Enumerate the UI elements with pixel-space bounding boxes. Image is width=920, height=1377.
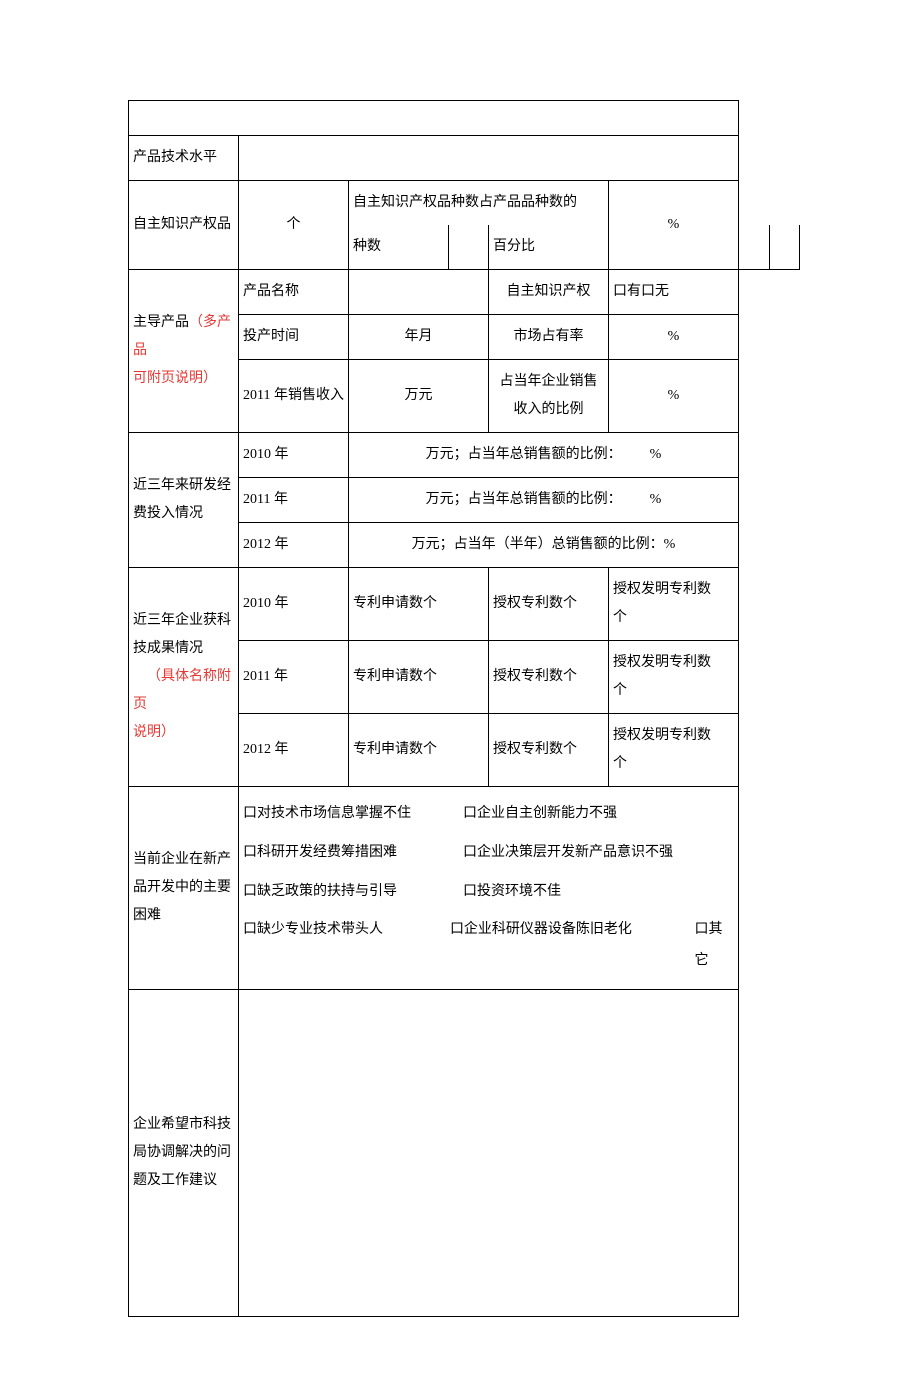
launch-value[interactable]: 年月: [349, 315, 489, 360]
tech-level-label: 产品技术水平: [129, 136, 239, 181]
ip-count-value[interactable]: 个: [239, 181, 349, 270]
form-table: 产品技术水平 自主知识产权品 个 自主知识产权品种数占产品品种数的 % 种数 百…: [128, 100, 800, 1317]
page-container: 产品技术水平 自主知识产权品 个 自主知识产权品种数占产品品种数的 % 种数 百…: [0, 0, 920, 1377]
main-product-label-2-red: 可附页说明）: [133, 371, 217, 386]
ip-ratio-label-1: 自主知识产权品种数占产品品种数的: [349, 181, 609, 226]
difficulties-label-3: 困难: [133, 908, 161, 923]
ach-2010-grant[interactable]: 授权专利数个: [489, 568, 609, 641]
rd-2012-value[interactable]: 万元；占当年（半年）总销售额的比例：%: [349, 523, 739, 568]
difficulty-opt-5[interactable]: 口缺乏政策的扶持与引导: [243, 877, 463, 908]
difficulty-opt-9[interactable]: 口其它: [695, 915, 735, 977]
difficulty-opt-3[interactable]: 口科研开发经费筹措困难: [243, 838, 463, 869]
ip-count-label-1: 自主知识产权品: [129, 181, 239, 270]
difficulty-opt-2[interactable]: 口企业自主创新能力不强: [463, 799, 723, 830]
market-label: 市场占有率: [489, 315, 609, 360]
main-product-label: 主导产品（多产品 可附页说明）: [129, 270, 239, 433]
market-value[interactable]: %: [609, 315, 739, 360]
ip-ratio-label-2: 百分比: [489, 225, 770, 270]
sales-label: 2011 年销售收入: [239, 360, 349, 433]
achievements-label-3-red: （具体名称附页: [133, 669, 231, 712]
ip-count-label-2: 种数: [349, 225, 449, 270]
ach-2011-apply[interactable]: 专利申请数个: [349, 641, 489, 714]
achievements-label-2: 技成果情况: [133, 641, 203, 656]
rd-2012-label: 2012 年: [239, 523, 349, 568]
sales-ratio-label-1: 占当年企业销售: [500, 374, 598, 389]
ach-2010-apply[interactable]: 专利申请数个: [349, 568, 489, 641]
ach-2011-label: 2011 年: [239, 641, 349, 714]
ach-2012-invent[interactable]: 授权发明专利数 个: [609, 714, 739, 787]
ach-2011-invent[interactable]: 授权发明专利数 个: [609, 641, 739, 714]
achievements-label: 近三年企业获科 技成果情况 （具体名称附页 说明）: [129, 568, 239, 787]
sales-ratio-label: 占当年企业销售 收入的比例: [489, 360, 609, 433]
rd-2011-value[interactable]: 万元；占当年总销售额的比例： %: [349, 478, 739, 523]
rd-2010-value[interactable]: 万元；占当年总销售额的比例： %: [349, 433, 739, 478]
difficulty-opt-6[interactable]: 口投资环境不佳: [463, 877, 723, 908]
rd-2011-label: 2011 年: [239, 478, 349, 523]
sales-ratio-label-2: 收入的比例: [514, 402, 584, 417]
suggestion-label: 企业希望市科技 局协调解决的问 题及工作建议: [129, 989, 239, 1316]
ach-2012-apply[interactable]: 专利申请数个: [349, 714, 489, 787]
difficulty-opt-7[interactable]: 口缺少专业技术带头人: [243, 915, 450, 977]
continuation-blank: [129, 101, 739, 136]
ip-ratio-value-blank: [769, 225, 800, 270]
suggestion-label-3: 题及工作建议: [133, 1173, 217, 1188]
ip-count-value-blank: [449, 225, 489, 270]
rd-invest-label-2: 费投入情况: [133, 506, 203, 521]
suggestion-label-1: 企业希望市科技: [133, 1117, 231, 1132]
rd-2010-label: 2010 年: [239, 433, 349, 478]
main-product-label-1: 主导产品: [133, 315, 189, 330]
tech-level-value[interactable]: [239, 136, 739, 181]
rd-invest-label-1: 近三年来研发经: [133, 478, 231, 493]
product-name-label: 产品名称: [239, 270, 349, 315]
sales-ratio-value[interactable]: %: [609, 360, 739, 433]
difficulties-label-2: 品开发中的主要: [133, 880, 231, 895]
difficulties-label-1: 当前企业在新产: [133, 852, 231, 867]
ach-2011-grant[interactable]: 授权专利数个: [489, 641, 609, 714]
difficulties-label: 当前企业在新产 品开发中的主要 困难: [129, 787, 239, 990]
product-ip-label: 自主知识产权: [489, 270, 609, 315]
ach-2010-label: 2010 年: [239, 568, 349, 641]
product-ip-value[interactable]: 口有口无: [609, 270, 739, 315]
sales-value[interactable]: 万元: [349, 360, 489, 433]
product-name-value[interactable]: [349, 270, 489, 315]
rd-invest-label: 近三年来研发经 费投入情况: [129, 433, 239, 568]
difficulties-options: 口对技术市场信息掌握不住 口企业自主创新能力不强 口科研开发经费筹措困难 口企业…: [239, 787, 739, 990]
achievements-label-4-red: 说明）: [133, 725, 175, 740]
ach-2012-label: 2012 年: [239, 714, 349, 787]
launch-label: 投产时间: [239, 315, 349, 360]
ach-2010-invent[interactable]: 授权发明专利数 个: [609, 568, 739, 641]
suggestion-value[interactable]: [239, 989, 739, 1316]
ach-2012-grant[interactable]: 授权专利数个: [489, 714, 609, 787]
suggestion-label-2: 局协调解决的问: [133, 1145, 231, 1160]
achievements-label-1: 近三年企业获科: [133, 613, 231, 628]
difficulty-opt-1[interactable]: 口对技术市场信息掌握不住: [243, 799, 463, 830]
difficulty-opt-4[interactable]: 口企业决策层开发新产品意识不强: [463, 838, 723, 869]
difficulty-opt-8[interactable]: 口企业科研仪器设备陈旧老化: [450, 915, 695, 977]
